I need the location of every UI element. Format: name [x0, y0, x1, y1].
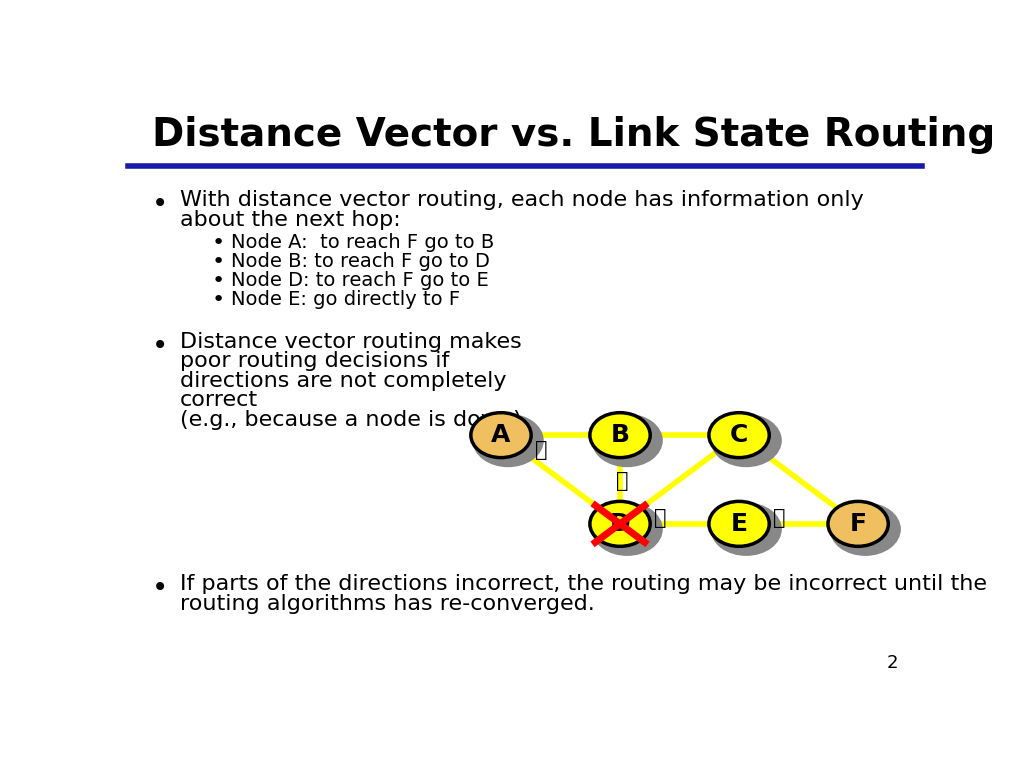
Text: Node E: go directly to F: Node E: go directly to F	[231, 290, 461, 309]
Text: •: •	[211, 290, 224, 310]
Circle shape	[473, 415, 543, 466]
Text: •: •	[152, 332, 168, 359]
Circle shape	[828, 502, 888, 546]
Text: Distance vector routing makes: Distance vector routing makes	[179, 332, 521, 352]
Text: correct: correct	[179, 390, 258, 410]
Circle shape	[590, 502, 650, 546]
Text: Distance Vector vs. Link State Routing: Distance Vector vs. Link State Routing	[152, 116, 995, 154]
Text: D: D	[609, 511, 631, 536]
Text: •: •	[211, 233, 224, 253]
Text: E: E	[730, 511, 748, 536]
Circle shape	[709, 412, 769, 458]
Text: A: A	[492, 423, 511, 447]
Text: about the next hop:: about the next hop:	[179, 210, 400, 230]
Text: C: C	[730, 423, 749, 447]
Circle shape	[712, 503, 781, 555]
Text: 👉: 👉	[616, 472, 629, 492]
Circle shape	[709, 502, 769, 546]
Text: With distance vector routing, each node has information only: With distance vector routing, each node …	[179, 190, 863, 210]
Text: 👉: 👉	[536, 440, 548, 460]
Circle shape	[592, 415, 663, 466]
Circle shape	[590, 412, 650, 458]
Text: •: •	[211, 271, 224, 291]
Text: •: •	[152, 190, 168, 218]
Circle shape	[592, 503, 663, 555]
Text: 👉: 👉	[654, 508, 667, 528]
Text: Node D: to reach F go to E: Node D: to reach F go to E	[231, 271, 488, 290]
Text: Node B: to reach F go to D: Node B: to reach F go to D	[231, 252, 490, 271]
Text: •: •	[211, 252, 224, 272]
Circle shape	[830, 503, 900, 555]
Text: If parts of the directions incorrect, the routing may be incorrect until the: If parts of the directions incorrect, th…	[179, 574, 986, 594]
Text: poor routing decisions if: poor routing decisions if	[179, 351, 449, 371]
Text: •: •	[152, 574, 168, 602]
Circle shape	[471, 412, 531, 458]
Text: (e.g., because a node is down).: (e.g., because a node is down).	[179, 409, 528, 430]
Text: directions are not completely: directions are not completely	[179, 371, 506, 391]
Text: routing algorithms has re-converged.: routing algorithms has re-converged.	[179, 594, 594, 614]
Text: 👉: 👉	[773, 508, 785, 528]
Text: Node A:  to reach F go to B: Node A: to reach F go to B	[231, 233, 495, 252]
Circle shape	[712, 415, 781, 466]
Text: B: B	[610, 423, 630, 447]
Text: 2: 2	[887, 654, 898, 672]
Text: F: F	[850, 511, 866, 536]
